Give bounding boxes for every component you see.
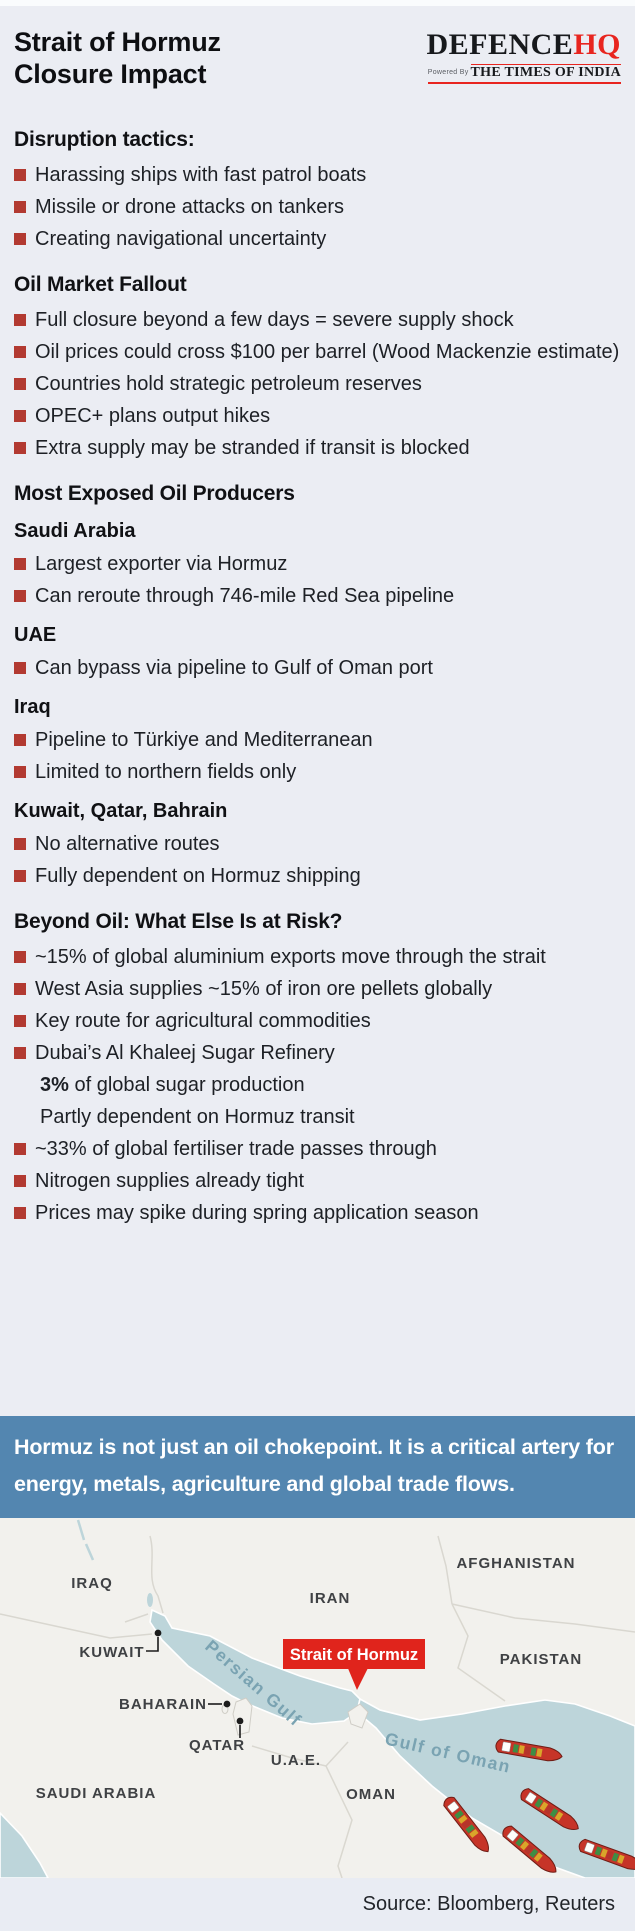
map-label-iraq: IRAQ bbox=[71, 1575, 113, 1592]
logo-wordmark: DEFENCEHQ bbox=[426, 30, 621, 60]
sub-item-bold: 3% bbox=[40, 1074, 69, 1096]
bullet-square-icon bbox=[14, 1015, 26, 1027]
map-label-pakistan: PAKISTAN bbox=[500, 1651, 582, 1668]
strait-callout-box bbox=[283, 1639, 425, 1669]
country-subheading: Kuwait, Qatar, Bahrain bbox=[14, 800, 228, 822]
map-label-baharain: BAHARAIN bbox=[119, 1696, 207, 1713]
source-text: Source: Bloomberg, Reuters bbox=[362, 1893, 615, 1915]
map-label-saudi-arabia: SAUDI ARABIA bbox=[36, 1785, 157, 1802]
bullet-square-icon bbox=[14, 442, 26, 454]
powered-by-text: Powered By bbox=[427, 69, 469, 76]
bullet-item: Prices may spike during spring applicati… bbox=[14, 1199, 621, 1227]
sub-item: 3% of global sugar production bbox=[40, 1074, 305, 1096]
bullet-square-icon bbox=[14, 1047, 26, 1059]
bullet-square-icon bbox=[14, 662, 26, 674]
bullet-item: No alternative routes bbox=[14, 830, 621, 858]
bullet-square-icon bbox=[14, 870, 26, 882]
bullet-square-icon bbox=[14, 951, 26, 963]
page-title-line2: Closure Impact bbox=[14, 59, 207, 89]
map-label-afghanistan: AFGHANISTAN bbox=[456, 1555, 575, 1572]
lake bbox=[147, 1593, 153, 1607]
content-blocks: Disruption tactics: Harassing ships with … bbox=[0, 120, 635, 1416]
strait-callout-label: Strait of Hormuz bbox=[290, 1646, 418, 1664]
logo-subline: Powered By THE TIMES OF INDIA bbox=[427, 63, 621, 84]
country-subheading: Saudi Arabia bbox=[14, 520, 136, 542]
bullet-item: ~33% of global fertiliser trade passes t… bbox=[14, 1135, 621, 1163]
page-title: Strait of Hormuz Closure Impact bbox=[14, 26, 621, 90]
bullet-square-icon bbox=[14, 838, 26, 850]
bullet-item: Countries hold strategic petroleum reser… bbox=[14, 370, 621, 398]
map-label-iran: IRAN bbox=[310, 1590, 351, 1607]
bullet-square-icon bbox=[14, 766, 26, 778]
bullet-square-icon bbox=[14, 558, 26, 570]
sub-item: Partly dependent on Hormuz transit bbox=[40, 1106, 355, 1128]
bullet-square-icon bbox=[14, 169, 26, 181]
strait-callout-tail bbox=[347, 1666, 369, 1690]
section-heading: Most Exposed Oil Producers bbox=[14, 482, 295, 505]
bullet-item: Pipeline to Türkiye and Mediterranean bbox=[14, 726, 621, 754]
map-section: Persian Gulf Gulf of Oman IRAQ IRAN AFGHANI… bbox=[0, 1518, 635, 1878]
bullet-item: Harassing ships with fast patrol boats bbox=[14, 161, 621, 189]
header: Strait of Hormuz Closure Impact DEFENCEH… bbox=[0, 6, 635, 120]
musandam-peninsula bbox=[347, 1703, 369, 1729]
bullet-item: Oil prices could cross $100 per barrel (… bbox=[14, 338, 621, 366]
gulf-of-oman-water bbox=[356, 1697, 635, 1878]
defencehq-logo: DEFENCEHQ Powered By THE TIMES OF INDIA bbox=[426, 30, 621, 84]
country-borders bbox=[0, 1535, 635, 1878]
logo-hq-text: HQ bbox=[573, 28, 621, 61]
bullet-item: Limited to northern fields only bbox=[14, 758, 621, 786]
section-heading: Disruption tactics: bbox=[14, 128, 195, 151]
bullet-square-icon bbox=[14, 590, 26, 602]
map-label-qatar: QATAR bbox=[189, 1737, 245, 1754]
bullet-item: West Asia supplies ~15% of iron ore pell… bbox=[14, 975, 621, 1003]
bullet-item: OPEC+ plans output hikes bbox=[14, 402, 621, 430]
section-heading: Beyond Oil: What Else Is at Risk? bbox=[14, 910, 343, 933]
bullet-square-icon bbox=[14, 1207, 26, 1219]
bullet-item: Dubai’s Al Khaleej Sugar Refinery bbox=[14, 1039, 621, 1067]
rivers bbox=[76, 1519, 95, 1561]
qatar-peninsula bbox=[232, 1697, 253, 1736]
map-markers bbox=[146, 1629, 244, 1738]
top-strip bbox=[0, 0, 635, 6]
logo-defence-text: DEFENCE bbox=[426, 28, 574, 61]
bullet-square-icon bbox=[14, 983, 26, 995]
bullet-square-icon bbox=[14, 314, 26, 326]
bullet-item: ~15% of global aluminium exports move th… bbox=[14, 943, 621, 971]
bullet-item: Nitrogen supplies already tight bbox=[14, 1167, 621, 1195]
bullet-item: Full closure beyond a few days = severe … bbox=[14, 306, 621, 334]
map-label-oman: OMAN bbox=[346, 1786, 396, 1803]
bullet-item: Can bypass via pipeline to Gulf of Oman … bbox=[14, 654, 621, 682]
bullet-square-icon bbox=[14, 233, 26, 245]
source-band: Source: Bloomberg, Reuters bbox=[0, 1878, 635, 1931]
bullet-square-icon bbox=[14, 1143, 26, 1155]
section-heading: Oil Market Fallout bbox=[14, 273, 187, 296]
bullet-square-icon bbox=[14, 1175, 26, 1187]
bullet-square-icon bbox=[14, 346, 26, 358]
bullet-item: Largest exporter via Hormuz bbox=[14, 550, 621, 578]
map-label-kuwait: KUWAIT bbox=[79, 1644, 144, 1661]
country-subheading: Iraq bbox=[14, 696, 51, 718]
bullet-item: Creating navigational uncertainty bbox=[14, 225, 621, 253]
country-subheading: UAE bbox=[14, 624, 57, 646]
strait-callout: Strait of Hormuz bbox=[283, 1639, 425, 1690]
bullet-item: Key route for agricultural commodities bbox=[14, 1007, 621, 1035]
map-label-u-a-e-: U.A.E. bbox=[271, 1752, 321, 1769]
bullet-item: Extra supply may be stranded if transit … bbox=[14, 434, 621, 462]
summary-callout: Hormuz is not just an oil chokepoint. It… bbox=[0, 1416, 635, 1518]
bullet-item: Can reroute through 746-mile Red Sea pip… bbox=[14, 582, 621, 610]
page-title-line1: Strait of Hormuz bbox=[14, 27, 221, 57]
bullet-square-icon bbox=[14, 410, 26, 422]
summary-callout-text: Hormuz is not just an oil chokepoint. It… bbox=[14, 1435, 614, 1496]
bullet-item: Missile or drone attacks on tankers bbox=[14, 193, 621, 221]
bullet-item: Fully dependent on Hormuz shipping bbox=[14, 862, 621, 890]
red-sea-corner-water bbox=[0, 1811, 49, 1878]
bullet-square-icon bbox=[14, 378, 26, 390]
bullet-square-icon bbox=[14, 734, 26, 746]
bullet-square-icon bbox=[14, 201, 26, 213]
country-labels: IRAQ IRAN AFGHANISTAN PAKISTAN KUWAIT BAHARAI… bbox=[36, 1555, 582, 1803]
times-of-india-text: THE TIMES OF INDIA bbox=[470, 64, 621, 80]
